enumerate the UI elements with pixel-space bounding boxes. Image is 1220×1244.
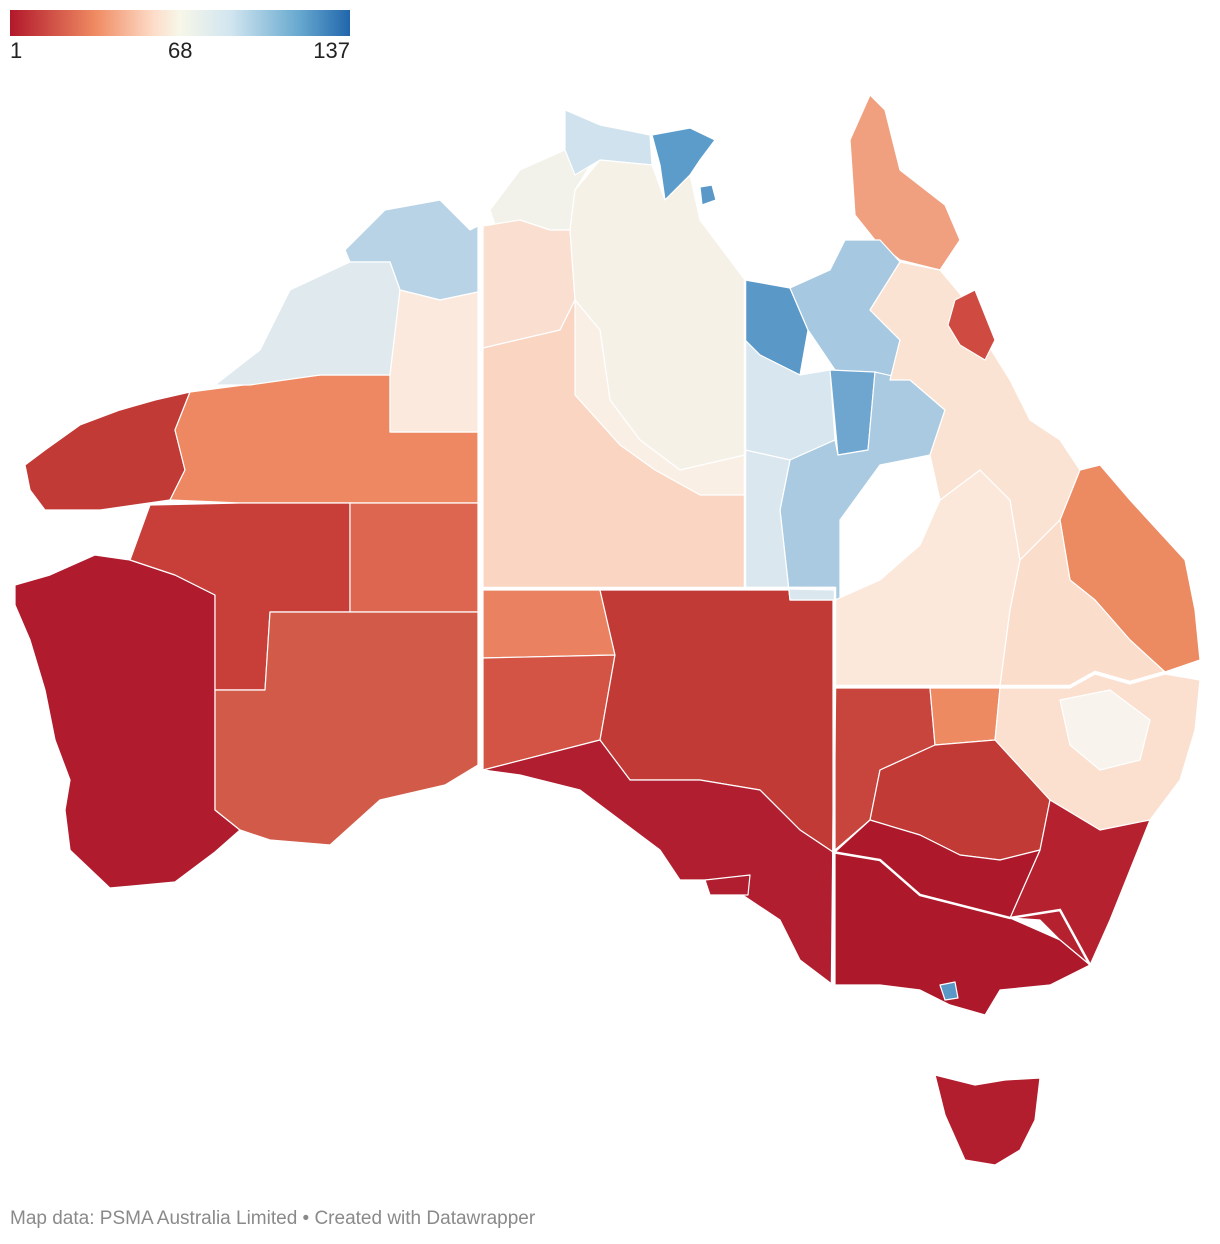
region-nsw-north[interactable] xyxy=(1059,689,1151,771)
region-qld-mackay[interactable] xyxy=(947,289,996,361)
region-qld-channel-country[interactable] xyxy=(834,469,1021,687)
region-wa-pilbara-coast[interactable] xyxy=(24,391,191,511)
legend-min-label: 1 xyxy=(10,38,23,63)
sa-nsw-vic-border xyxy=(830,685,837,986)
port-phillip xyxy=(939,981,959,1001)
legend-gradient-bar xyxy=(10,10,350,36)
sa-qld-border xyxy=(745,586,837,686)
color-legend: 1 68 137 xyxy=(10,10,350,63)
region-sa-south-east[interactable] xyxy=(482,739,834,986)
legend-mid-label: 68 xyxy=(168,38,193,63)
map-credit: Map data: PSMA Australia Limited • Creat… xyxy=(10,1208,536,1229)
region-wa-southwest[interactable] xyxy=(14,554,241,889)
groote-island xyxy=(699,184,717,206)
region-nsw-west-central[interactable] xyxy=(929,687,1001,746)
region-sa-north-west[interactable] xyxy=(482,589,616,659)
nsw-vic-border xyxy=(831,850,1092,966)
region-wa-kimberley-east[interactable] xyxy=(389,289,479,433)
region-wa-nullarbor[interactable] xyxy=(214,611,479,846)
region-wa-kimberley-north[interactable] xyxy=(214,261,401,386)
region-nt-arnhem-east[interactable] xyxy=(651,127,716,201)
region-qld-cape-york[interactable] xyxy=(849,94,961,271)
region-wa-central-desert[interactable] xyxy=(349,502,479,613)
legend-max-label: 137 xyxy=(313,38,350,63)
region-nsw-south-coast[interactable] xyxy=(1009,799,1151,966)
qld-nsw-border xyxy=(835,670,1166,688)
state-borders xyxy=(479,226,1166,986)
region-tas[interactable] xyxy=(934,1074,1041,1166)
kangaroo-island xyxy=(704,874,751,896)
